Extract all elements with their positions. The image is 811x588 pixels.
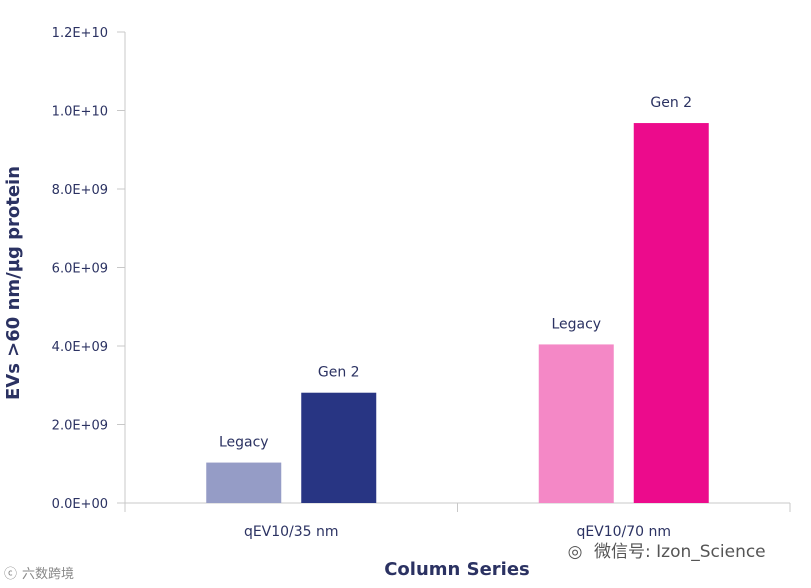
bar	[206, 462, 282, 503]
y-tick-label: 1.0E+10	[52, 105, 108, 120]
category-label: qEV10/70 nm	[576, 524, 671, 540]
watermark-right-text: 微信号: Izon_Science	[594, 542, 766, 562]
x-axis-title: Column Series	[384, 559, 530, 580]
y-axis-title: EVs >60 nm/µg protein	[3, 166, 24, 400]
y-tick-label: 6.0E+09	[52, 262, 108, 277]
wechat-icon: ◎	[568, 542, 583, 562]
x-ticks: qEV10/35 nm qEV10/70 nm	[244, 503, 791, 540]
category-label: qEV10/35 nm	[244, 524, 339, 540]
bar-label: Gen 2	[650, 95, 692, 111]
bar	[633, 123, 709, 503]
y-tick-label: 0.0E+00	[52, 497, 108, 512]
watermark-left: ⓒ 六数跨境	[4, 567, 74, 582]
watermark-left-text: 六数跨境	[22, 567, 74, 582]
y-tick-label: 2.0E+09	[52, 419, 108, 434]
watermark-logo-icon: ⓒ	[4, 567, 17, 582]
y-ticks: 0.0E+00 2.0E+09 4.0E+09 6.0E+09 8.0E+09 1.0E+…	[52, 26, 125, 512]
bar-label: Gen 2	[318, 365, 360, 381]
bar	[301, 392, 377, 503]
bar-label: Legacy	[551, 316, 601, 332]
bar-label: Legacy	[219, 435, 269, 451]
watermark-wechat: ◎ 微信号: Izon_Science	[568, 542, 766, 562]
y-tick-label: 1.2E+10	[52, 26, 108, 41]
y-tick-label: 8.0E+09	[52, 183, 108, 198]
bars: Legacy Gen 2 Legacy Gen 2	[206, 95, 709, 503]
bar	[538, 344, 614, 503]
y-tick-label: 4.0E+09	[52, 340, 108, 355]
